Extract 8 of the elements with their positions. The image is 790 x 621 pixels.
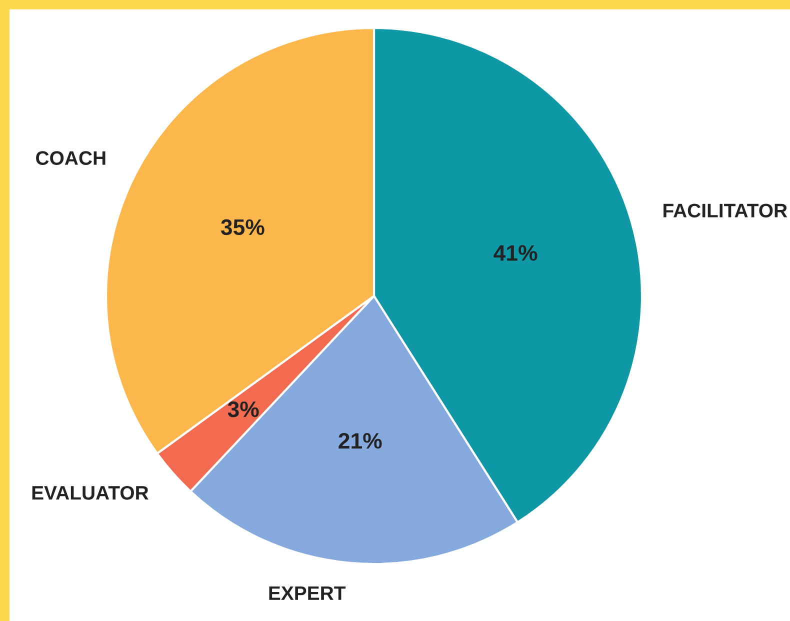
slice-label: COACH (36, 151, 106, 165)
slice-label: FACILITATOR (664, 204, 788, 218)
slice-label: EXPERT (269, 586, 346, 600)
data-label: 21% (338, 432, 382, 449)
data-label: 41% (494, 245, 538, 261)
data-label: 35% (220, 219, 264, 236)
slice-label: EVALUATOR (32, 486, 148, 500)
data-label: 3% (228, 401, 259, 418)
